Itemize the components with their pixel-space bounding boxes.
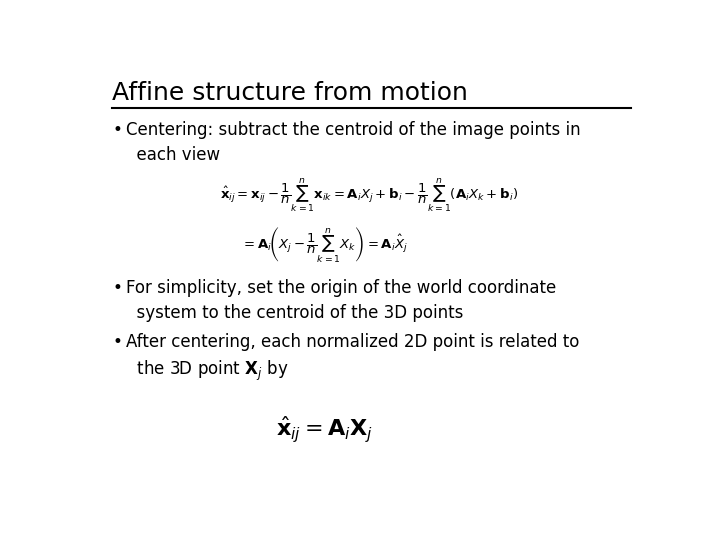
- Text: For simplicity, set the origin of the world coordinate
  system to the centroid : For simplicity, set the origin of the wo…: [126, 279, 557, 322]
- Text: $= \mathbf{A}_i\!\left(X_j - \dfrac{1}{n}\sum_{k=1}^{n} X_k\right) = \mathbf{A}_: $= \mathbf{A}_i\!\left(X_j - \dfrac{1}{n…: [241, 225, 408, 264]
- Text: •: •: [112, 279, 122, 297]
- Text: After centering, each normalized 2D point is related to
  the 3D point $\mathbf{: After centering, each normalized 2D poin…: [126, 333, 580, 383]
- Text: $\hat{\mathbf{x}}_{ij} = \mathbf{x}_{ij} - \dfrac{1}{n}\sum_{k=1}^{n} \mathbf{x}: $\hat{\mathbf{x}}_{ij} = \mathbf{x}_{ij}…: [220, 177, 518, 215]
- Text: •: •: [112, 121, 122, 139]
- Text: Centering: subtract the centroid of the image points in
  each view: Centering: subtract the centroid of the …: [126, 121, 581, 164]
- Text: Affine structure from motion: Affine structure from motion: [112, 82, 468, 105]
- Text: $\hat{\mathbf{x}}_{ij} = \mathbf{A}_i \mathbf{X}_j$: $\hat{\mathbf{x}}_{ij} = \mathbf{A}_i \m…: [276, 414, 373, 444]
- Text: •: •: [112, 333, 122, 351]
